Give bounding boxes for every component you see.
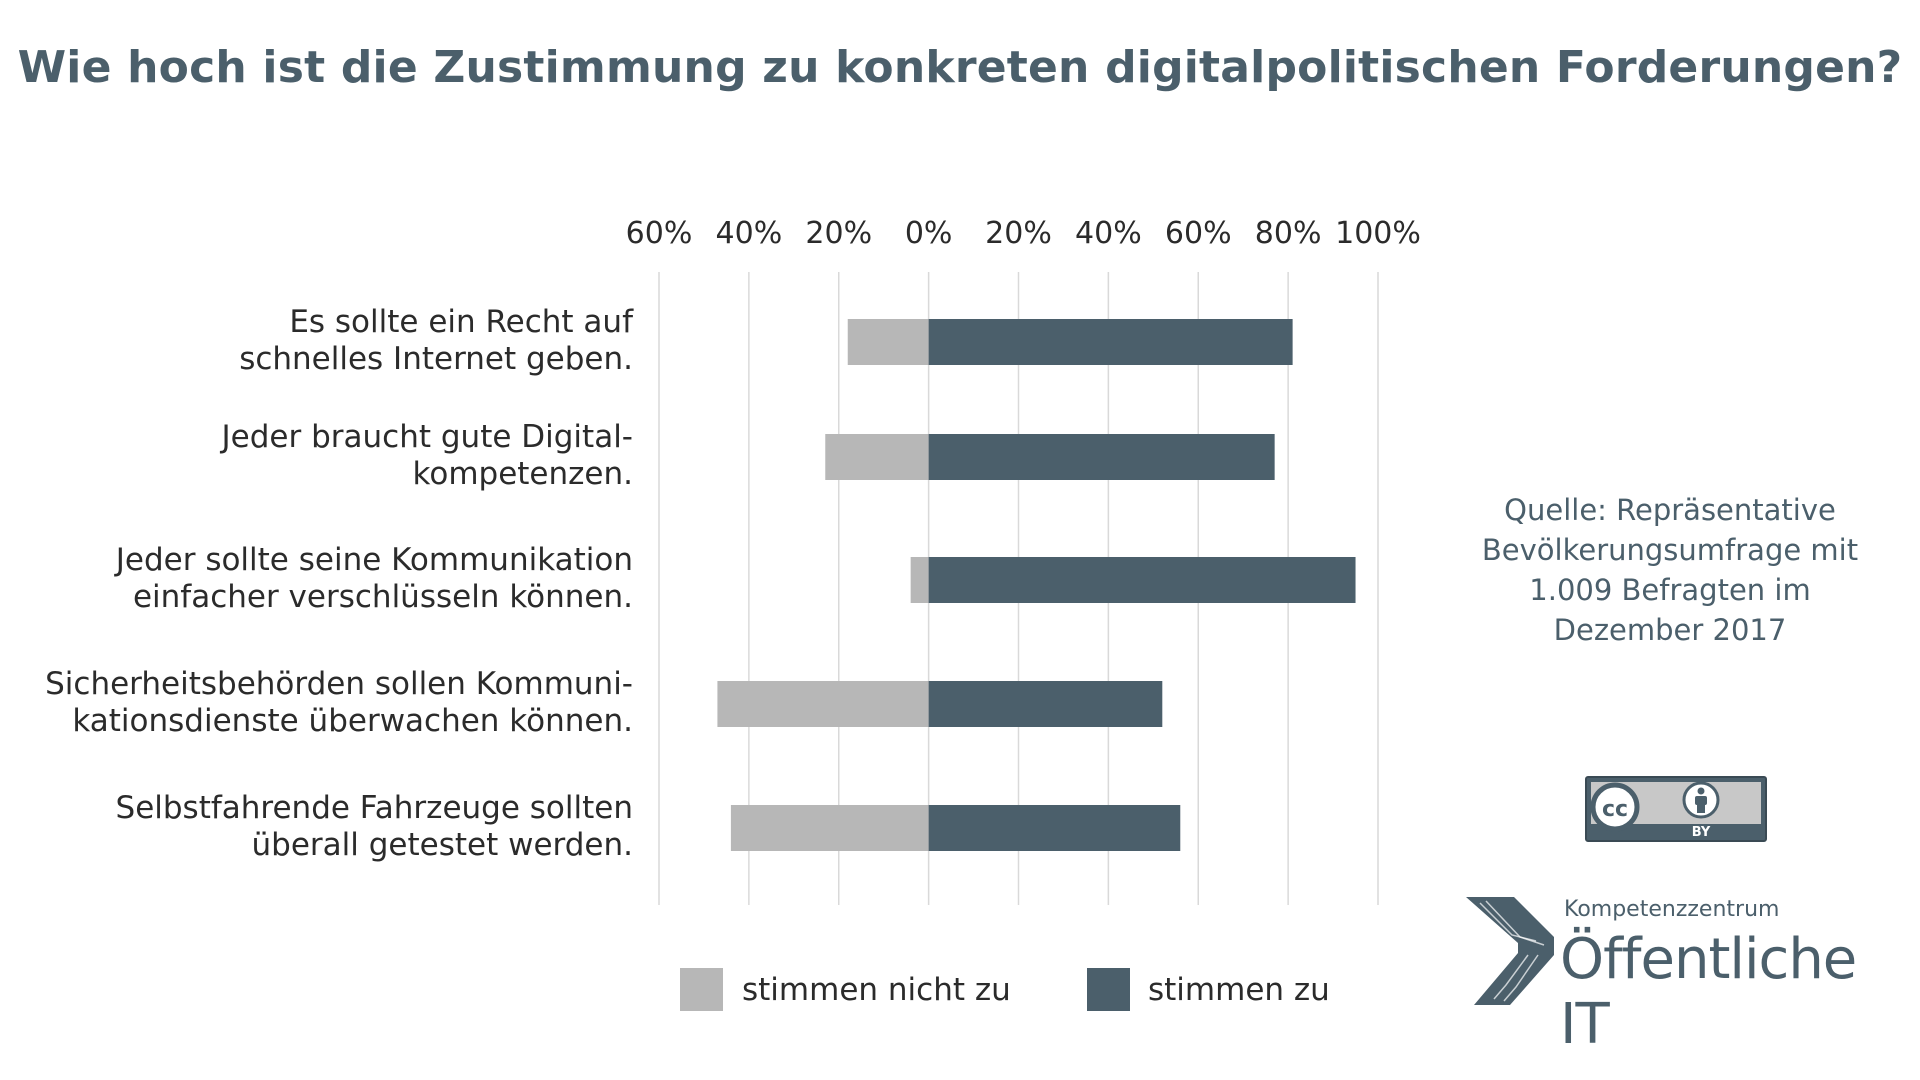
source-line: Quelle: Repräsentative bbox=[1504, 493, 1836, 527]
source-line: Bevölkerungsumfrage mit bbox=[1481, 533, 1859, 567]
source-line: Dezember 2017 bbox=[1553, 613, 1787, 647]
cc-icon-text: cc bbox=[1602, 797, 1628, 822]
logo-subtitle: Kompetenzzentrum bbox=[1564, 897, 1780, 922]
x-tick-label: 80% bbox=[1255, 216, 1322, 251]
bar-agree bbox=[928, 557, 1356, 603]
x-tick-label: 0% bbox=[905, 216, 953, 251]
cc-by-license-badge[interactable]: cc BY bbox=[1585, 776, 1767, 842]
source-note: Quelle: Repräsentative Bevölkerungsumfra… bbox=[1440, 490, 1900, 650]
source-line: 1.009 Befragten im bbox=[1529, 573, 1811, 607]
category-label-line: Jeder braucht gute Digital- bbox=[220, 419, 633, 455]
bar-disagree bbox=[825, 434, 929, 480]
category-label: Jeder braucht gute Digital-kompetenzen. bbox=[220, 419, 633, 492]
bar-disagree bbox=[847, 319, 929, 365]
cc-icon bbox=[1590, 782, 1640, 832]
category-label: Es sollte ein Recht auf schnelles Interne… bbox=[239, 304, 634, 377]
legend-label: stimmen zu bbox=[1148, 972, 1330, 1008]
category-label-line: Es sollte ein Recht auf bbox=[289, 304, 634, 340]
legend-swatch bbox=[680, 968, 723, 1011]
kompetenzzentrum-logo[interactable]: Kompetenzzentrum Öffentliche IT bbox=[1466, 895, 1906, 1057]
category-label-line: kompetenzen. bbox=[413, 456, 633, 492]
bar-agree bbox=[928, 681, 1163, 727]
x-tick-label: 60% bbox=[1165, 216, 1232, 251]
category-label-line: Sicherheitsbehörden sollen Kommuni- bbox=[45, 666, 633, 702]
x-axis-ticks: 60% 40% 20% 0% 20% 40% 60% 80% 100% bbox=[626, 216, 1421, 251]
chart-title: Wie hoch ist die Zustimmung zu konkreten… bbox=[17, 42, 1903, 93]
x-tick-label: 20% bbox=[985, 216, 1052, 251]
category-label-line: kationsdienste überwachen können. bbox=[72, 703, 633, 739]
legend-swatch bbox=[1087, 968, 1130, 1011]
category-labels: Es sollte ein Recht auf schnelles Interne… bbox=[45, 304, 634, 863]
category-label-line: einfacher verschlüsseln können. bbox=[133, 579, 633, 615]
x-tick-label: 60% bbox=[626, 216, 693, 251]
bar-agree bbox=[928, 319, 1293, 365]
bar-disagree bbox=[910, 557, 929, 603]
logo-mark-icon bbox=[1466, 897, 1554, 1005]
bar-agree bbox=[928, 434, 1275, 480]
by-label: BY bbox=[1692, 825, 1711, 840]
legend-label: stimmen nicht zu bbox=[742, 972, 1011, 1008]
bar-agree bbox=[928, 805, 1181, 851]
bar-disagree bbox=[717, 681, 929, 727]
bar-disagree bbox=[730, 805, 929, 851]
category-label: Sicherheitsbehörden sollen Kommuni-katio… bbox=[45, 666, 633, 739]
category-label: Jeder sollte seine Kommunikation einfache… bbox=[114, 542, 633, 615]
x-tick-label: 100% bbox=[1335, 216, 1421, 251]
bars bbox=[717, 319, 1356, 851]
logo-title: Öffentliche IT bbox=[1560, 927, 1857, 1057]
x-tick-label: 40% bbox=[716, 216, 783, 251]
category-label-line: Selbstfahrende Fahrzeuge sollten bbox=[116, 790, 633, 826]
legend: stimmen nicht zu stimmen zu bbox=[680, 968, 1330, 1011]
x-tick-label: 40% bbox=[1075, 216, 1142, 251]
category-label-line: schnelles Internet geben. bbox=[239, 341, 633, 377]
category-label-line: überall getestet werden. bbox=[252, 827, 633, 863]
x-tick-label: 20% bbox=[805, 216, 872, 251]
category-label: Selbstfahrende Fahrzeuge sollten überall … bbox=[116, 790, 633, 863]
attribution-icon bbox=[1682, 781, 1720, 819]
category-label-line: Jeder sollte seine Kommunikation bbox=[114, 542, 633, 578]
